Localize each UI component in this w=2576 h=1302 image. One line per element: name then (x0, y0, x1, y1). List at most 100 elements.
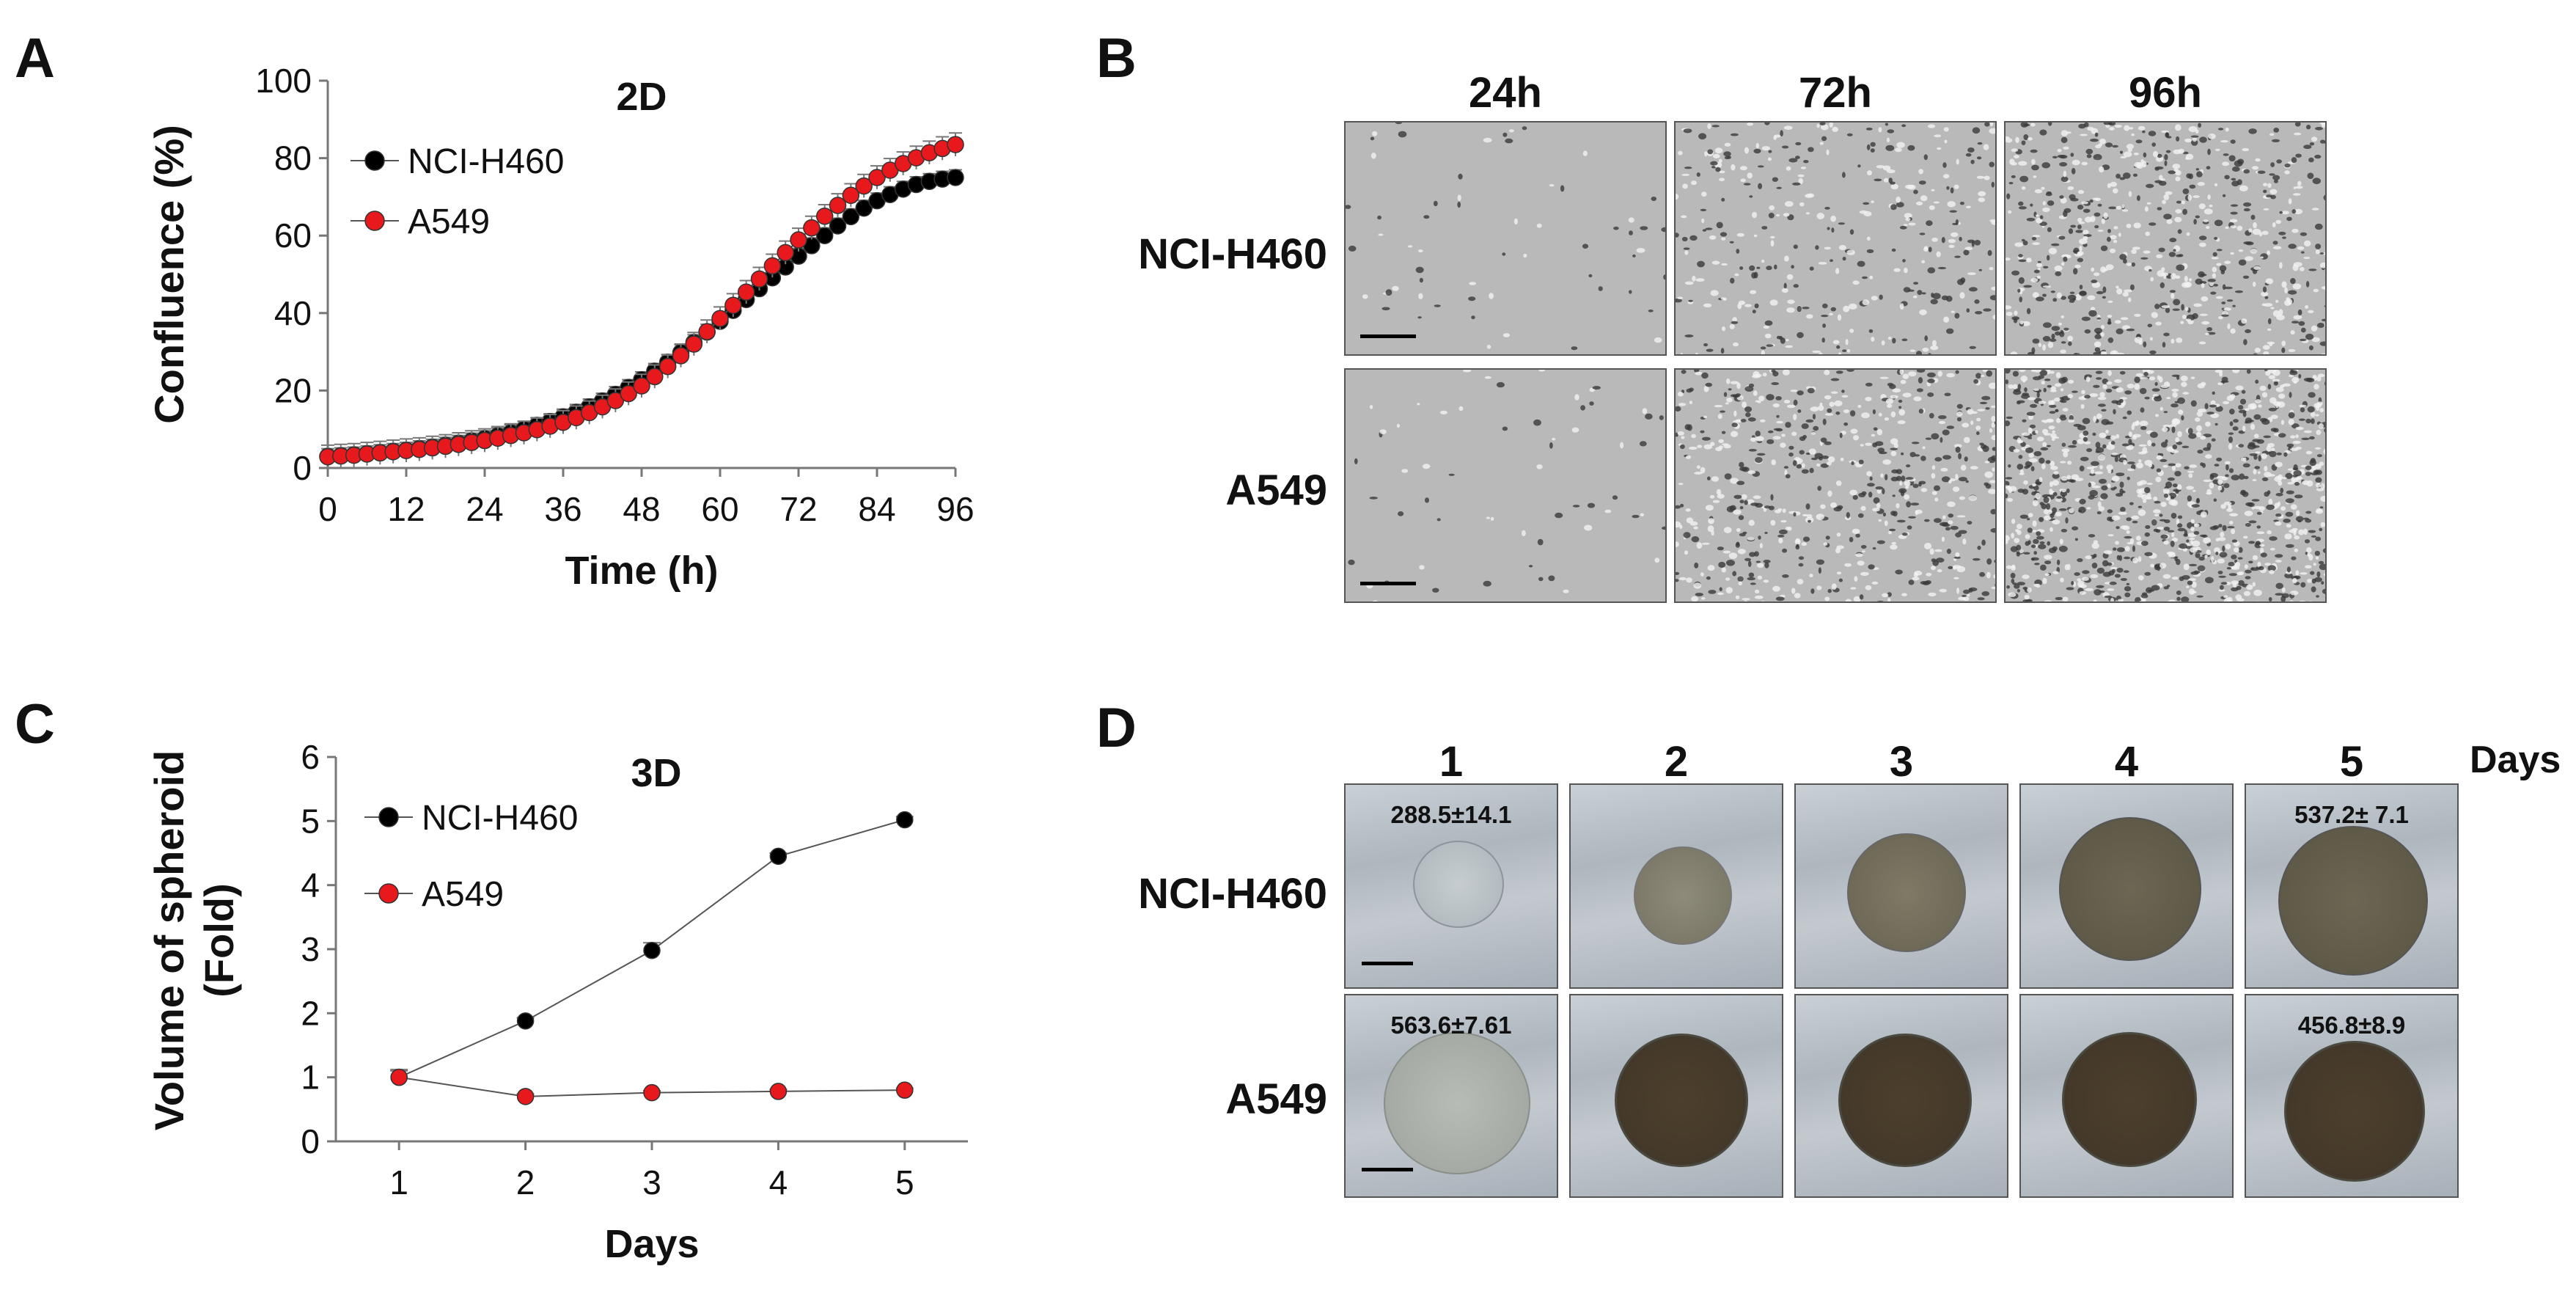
cell (1739, 461, 1744, 468)
cell (1719, 587, 1722, 591)
cell (1706, 348, 1714, 352)
cell (2101, 218, 2105, 224)
cell (2219, 552, 2228, 558)
cell (2324, 381, 2325, 386)
cell (2209, 526, 2218, 530)
cell (2092, 432, 2096, 436)
cell (1676, 406, 1681, 412)
cell (1716, 489, 1722, 495)
cell (1786, 166, 1791, 171)
cell (1533, 419, 1541, 426)
cell (2074, 572, 2080, 577)
cell (2095, 370, 2103, 374)
cell (2318, 423, 2324, 429)
cell (1776, 420, 1783, 424)
cell (1423, 215, 1430, 219)
cell (2279, 211, 2283, 214)
cell (2060, 491, 2068, 497)
cell (2019, 440, 2024, 444)
cell (2211, 438, 2216, 442)
cell (2041, 381, 2045, 385)
cell (1818, 567, 1821, 574)
cell (2033, 583, 2039, 587)
cell (1791, 431, 1797, 436)
cell (2036, 531, 2041, 536)
cell (1860, 571, 1869, 577)
cell (2043, 266, 2049, 268)
cell (2190, 400, 2197, 407)
cell (2018, 206, 2027, 210)
cell (2144, 206, 2148, 212)
cell (2282, 383, 2291, 387)
cell (1677, 431, 1684, 436)
cell (2114, 574, 2121, 578)
cell (2036, 275, 2041, 279)
cell (2245, 329, 2251, 334)
cell (2212, 266, 2217, 273)
cell (1719, 170, 1725, 174)
cell (1706, 576, 1711, 580)
cell (1989, 267, 1994, 271)
cell (1788, 452, 1794, 457)
cell (2295, 446, 2302, 450)
cell (2241, 318, 2247, 324)
cell (2204, 332, 2209, 335)
cell (1687, 424, 1692, 431)
cell (2113, 351, 2116, 354)
cell (2006, 416, 2013, 420)
cell (2083, 436, 2088, 442)
cell (2305, 565, 2312, 568)
cell (1899, 225, 1907, 230)
cell (1724, 156, 1730, 160)
cell (2160, 384, 2169, 388)
cell (2038, 401, 2047, 404)
cell (1991, 415, 1995, 423)
cell (1457, 201, 1461, 208)
cell (2015, 136, 2019, 143)
cell (1842, 257, 1846, 261)
cell (1730, 381, 1739, 384)
cell (2035, 492, 2041, 500)
cell (1691, 536, 1700, 543)
cell (2220, 140, 2228, 143)
cell (2323, 573, 2325, 577)
cell (1724, 142, 1731, 147)
cell (2228, 432, 2234, 435)
cell (1849, 489, 1857, 496)
cell (2103, 122, 2113, 125)
cell (1661, 227, 1665, 233)
cell (2293, 193, 2301, 196)
cell (1982, 370, 1988, 373)
cell (1852, 528, 1860, 534)
cell (1651, 197, 1657, 201)
cell (1979, 571, 1986, 577)
cell (1991, 586, 1995, 590)
cell (1886, 137, 1890, 142)
cell (1528, 565, 1533, 568)
cell (2224, 286, 2233, 290)
cell (2316, 323, 2324, 328)
cell (2222, 284, 2226, 290)
cell (2102, 560, 2109, 567)
cell (1802, 307, 1810, 310)
cell (2242, 457, 2247, 462)
cell (2298, 529, 2305, 535)
cell (2101, 324, 2105, 329)
cell (2259, 544, 2265, 547)
cell (1748, 572, 1755, 578)
cell (2223, 401, 2230, 405)
cell (2086, 507, 2091, 510)
cell (1805, 503, 1810, 510)
cell (2110, 487, 2116, 491)
cell (1398, 131, 1407, 138)
cell (2300, 338, 2307, 342)
cell (2149, 376, 2156, 381)
cell (1953, 566, 1957, 570)
cell (2114, 320, 2121, 324)
cell (1755, 431, 1761, 437)
cell (2291, 576, 2300, 580)
cell (2114, 125, 2122, 128)
cell (1964, 246, 1973, 250)
cell (2321, 286, 2325, 290)
cell (1395, 122, 1402, 125)
